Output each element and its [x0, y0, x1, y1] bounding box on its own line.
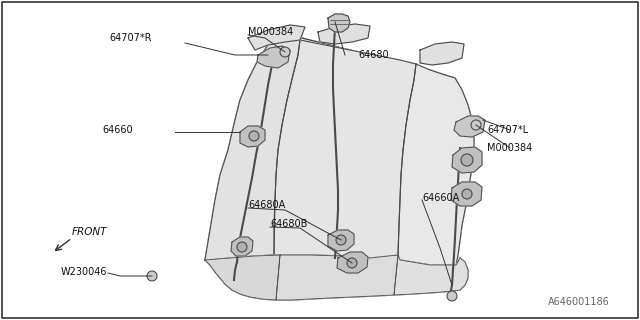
- Polygon shape: [205, 38, 300, 260]
- Circle shape: [237, 242, 247, 252]
- Polygon shape: [452, 147, 482, 173]
- Circle shape: [461, 154, 473, 166]
- Circle shape: [336, 235, 346, 245]
- Text: 64680: 64680: [358, 50, 388, 60]
- Polygon shape: [420, 42, 464, 65]
- Circle shape: [280, 47, 290, 57]
- Text: M000384: M000384: [248, 27, 293, 37]
- Polygon shape: [318, 24, 370, 44]
- Polygon shape: [328, 14, 350, 32]
- Polygon shape: [231, 237, 253, 256]
- Polygon shape: [274, 40, 416, 258]
- Polygon shape: [205, 255, 468, 300]
- Circle shape: [447, 291, 457, 301]
- Polygon shape: [240, 126, 265, 147]
- Circle shape: [462, 189, 472, 199]
- Text: 64680B: 64680B: [270, 219, 307, 229]
- Polygon shape: [398, 64, 474, 265]
- Polygon shape: [454, 116, 485, 137]
- Text: 64707*R: 64707*R: [109, 33, 152, 43]
- Text: 64707*L: 64707*L: [487, 125, 528, 135]
- Polygon shape: [276, 255, 398, 300]
- Text: FRONT: FRONT: [72, 227, 108, 237]
- Circle shape: [347, 258, 357, 268]
- Text: 64680A: 64680A: [248, 200, 285, 210]
- Polygon shape: [451, 182, 482, 206]
- Circle shape: [147, 271, 157, 281]
- Text: M000384: M000384: [487, 143, 532, 153]
- Polygon shape: [205, 255, 280, 300]
- Polygon shape: [337, 252, 368, 273]
- Polygon shape: [328, 230, 354, 251]
- Text: W230046: W230046: [61, 267, 107, 277]
- Polygon shape: [257, 46, 290, 68]
- Polygon shape: [205, 35, 474, 265]
- Circle shape: [249, 131, 259, 141]
- Polygon shape: [248, 25, 305, 50]
- Polygon shape: [394, 255, 468, 295]
- Circle shape: [471, 120, 481, 130]
- Text: 64660A: 64660A: [422, 193, 460, 203]
- Text: 64660: 64660: [102, 125, 133, 135]
- Text: A646001186: A646001186: [548, 297, 610, 307]
